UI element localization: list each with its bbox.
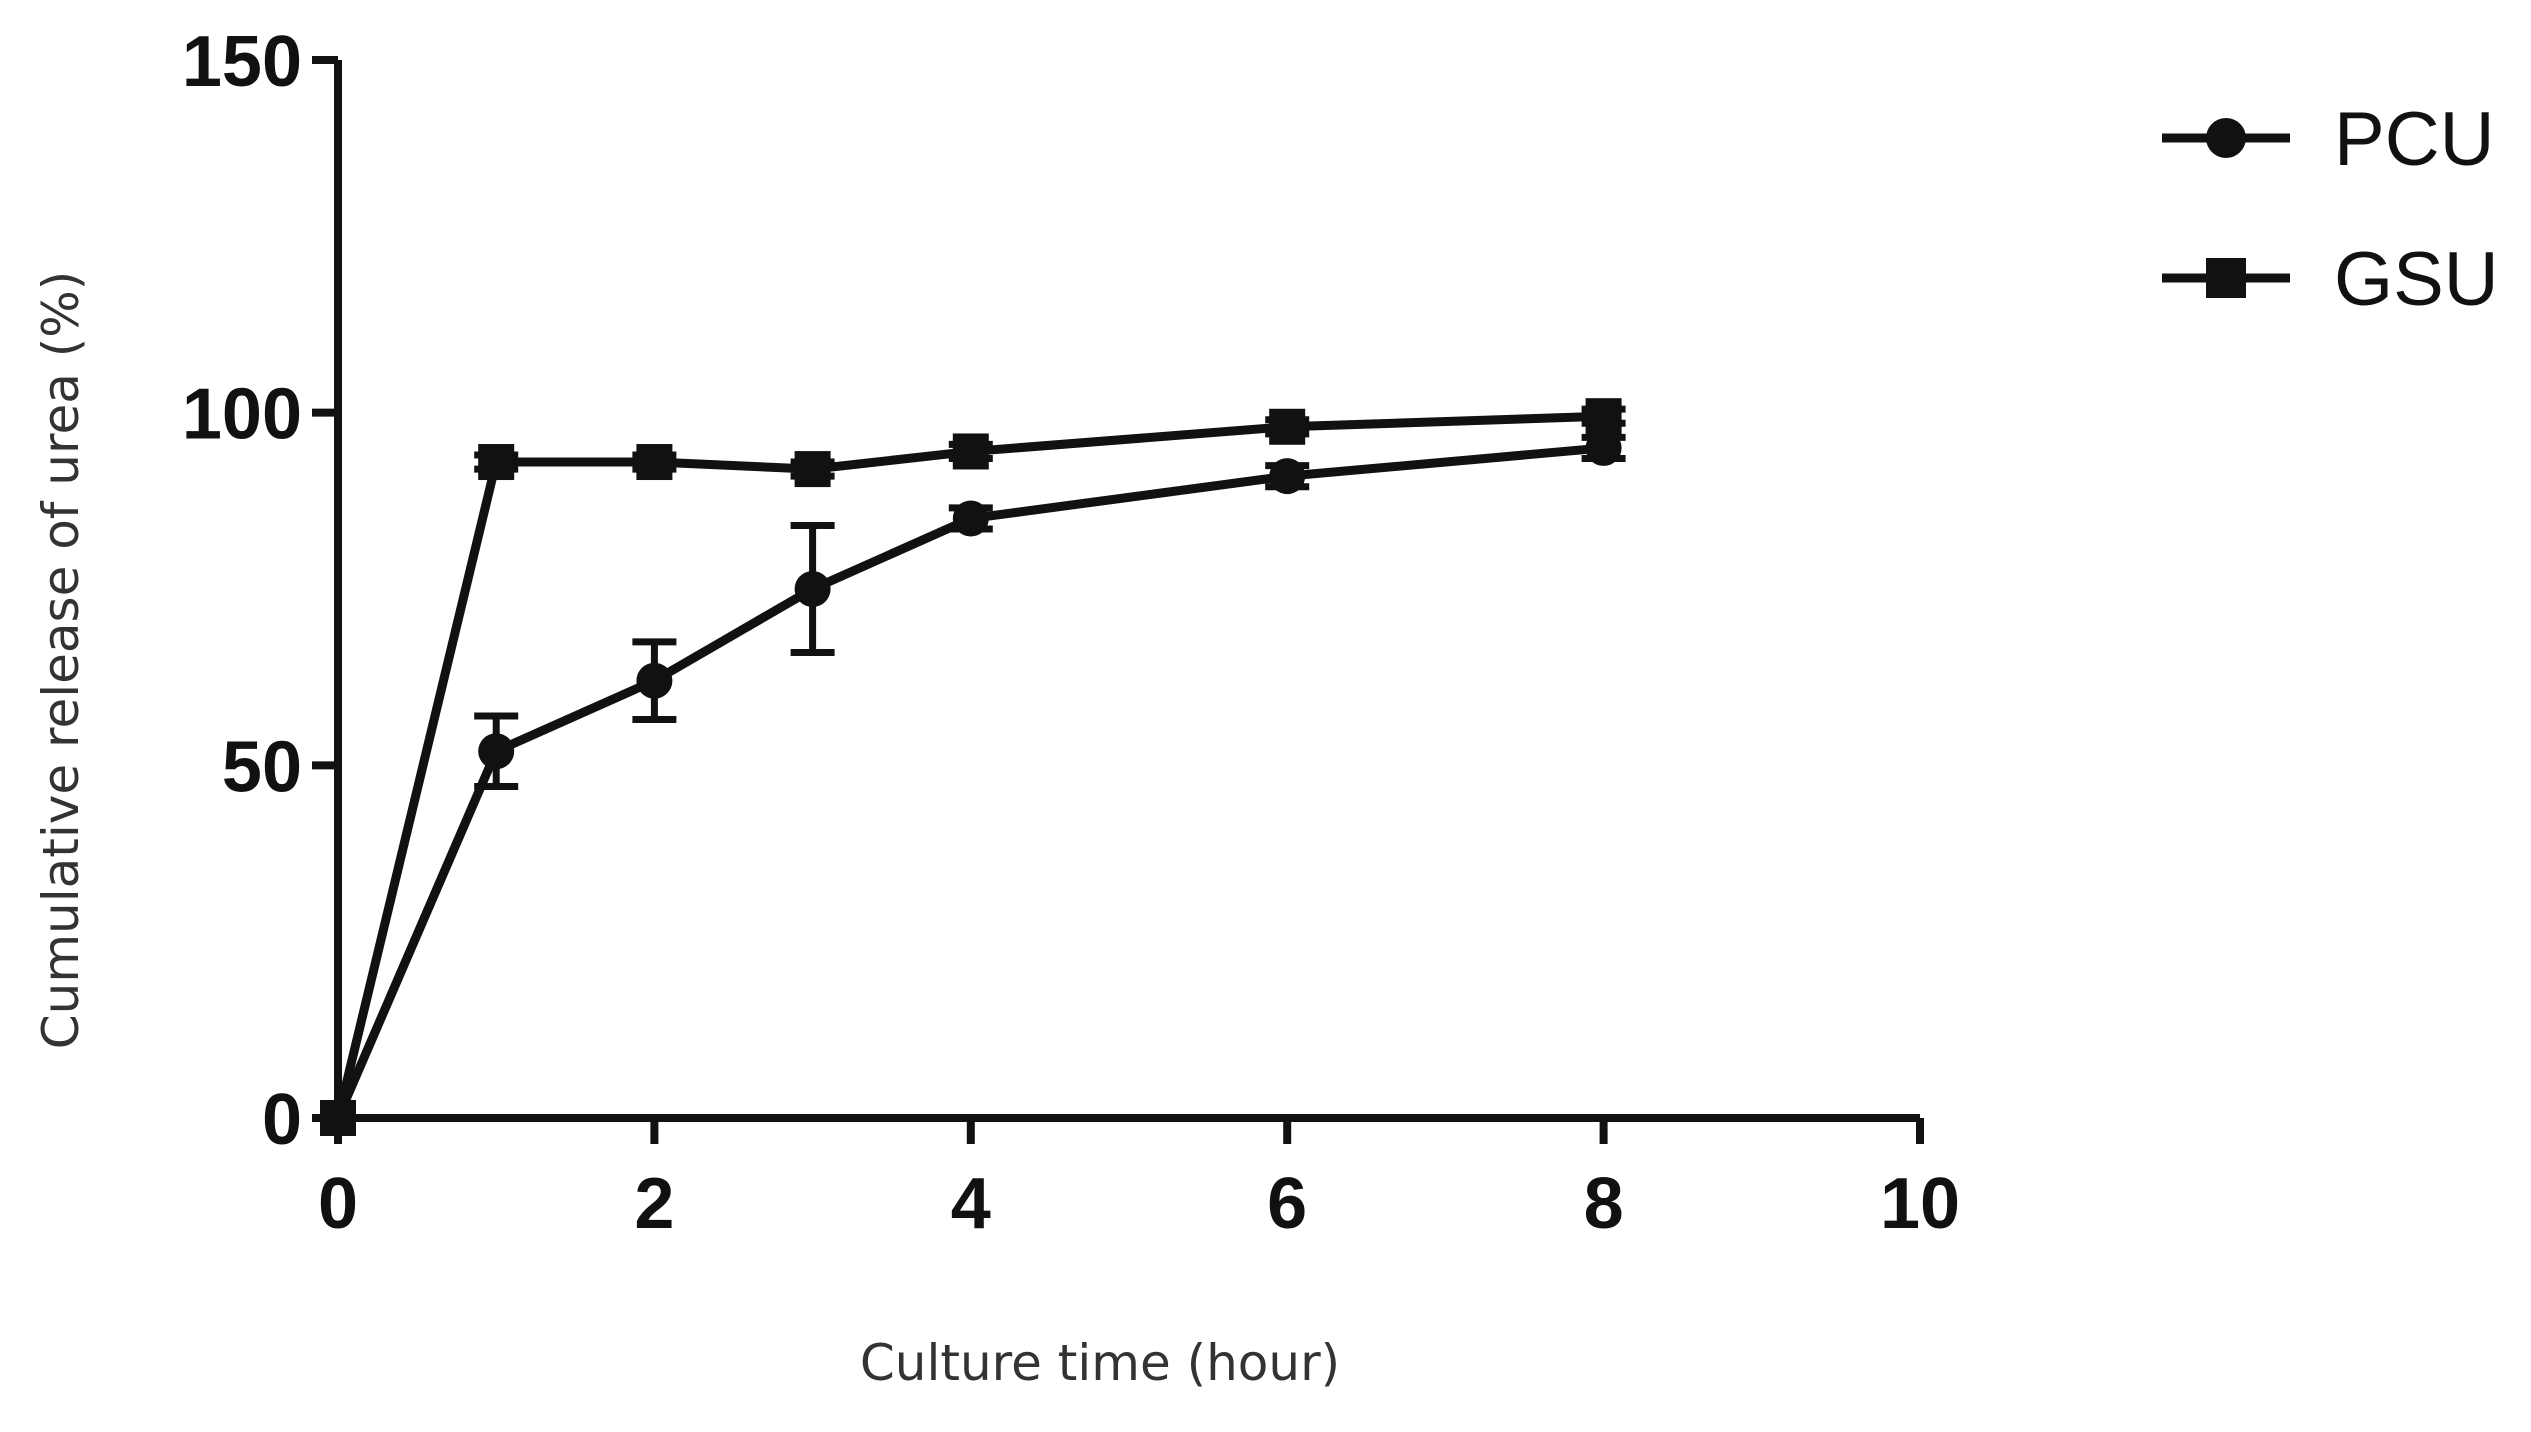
y-axis-title: Cumulative release of urea (%) — [32, 271, 90, 1050]
y-tick-label: 50 — [222, 727, 302, 807]
data-point — [952, 500, 989, 537]
legend-marker — [2206, 258, 2246, 298]
series-layer — [320, 398, 1626, 1136]
legend-marker — [2206, 118, 2246, 158]
data-point — [1269, 408, 1306, 445]
data-point — [952, 433, 989, 470]
data-point — [794, 571, 831, 607]
series-line — [333, 443, 1604, 1120]
legend: PCU GSU — [2162, 97, 2499, 322]
data-point — [478, 733, 515, 770]
legend-item-pcu: PCU — [2162, 97, 2494, 182]
x-tick-label: 4 — [951, 1164, 991, 1244]
y-tick-label: 0 — [262, 1080, 302, 1160]
data-point — [636, 662, 673, 699]
data-point — [1585, 429, 1622, 466]
x-tick-label: 10 — [1880, 1164, 1960, 1244]
x-tick-label: 6 — [1267, 1164, 1307, 1244]
data-point — [1269, 458, 1306, 495]
data-point — [320, 1100, 356, 1136]
data-point — [478, 444, 515, 481]
data-point — [1585, 398, 1622, 435]
y-tick-label: 100 — [182, 375, 302, 455]
y-tick-label: 150 — [182, 22, 302, 102]
series-pcu — [320, 429, 1626, 1136]
x-tick-label: 0 — [318, 1164, 358, 1244]
legend-label: PCU — [2334, 97, 2494, 182]
x-tick-label: 8 — [1584, 1164, 1624, 1244]
legend-label: GSU — [2334, 237, 2499, 322]
legend-item-gsu: GSU — [2162, 237, 2499, 322]
x-axis-title: Culture time (hour) — [860, 1334, 1340, 1392]
data-point — [794, 451, 831, 488]
x-tick-label: 2 — [634, 1164, 674, 1244]
data-point — [636, 444, 673, 481]
series-gsu — [320, 398, 1626, 1136]
